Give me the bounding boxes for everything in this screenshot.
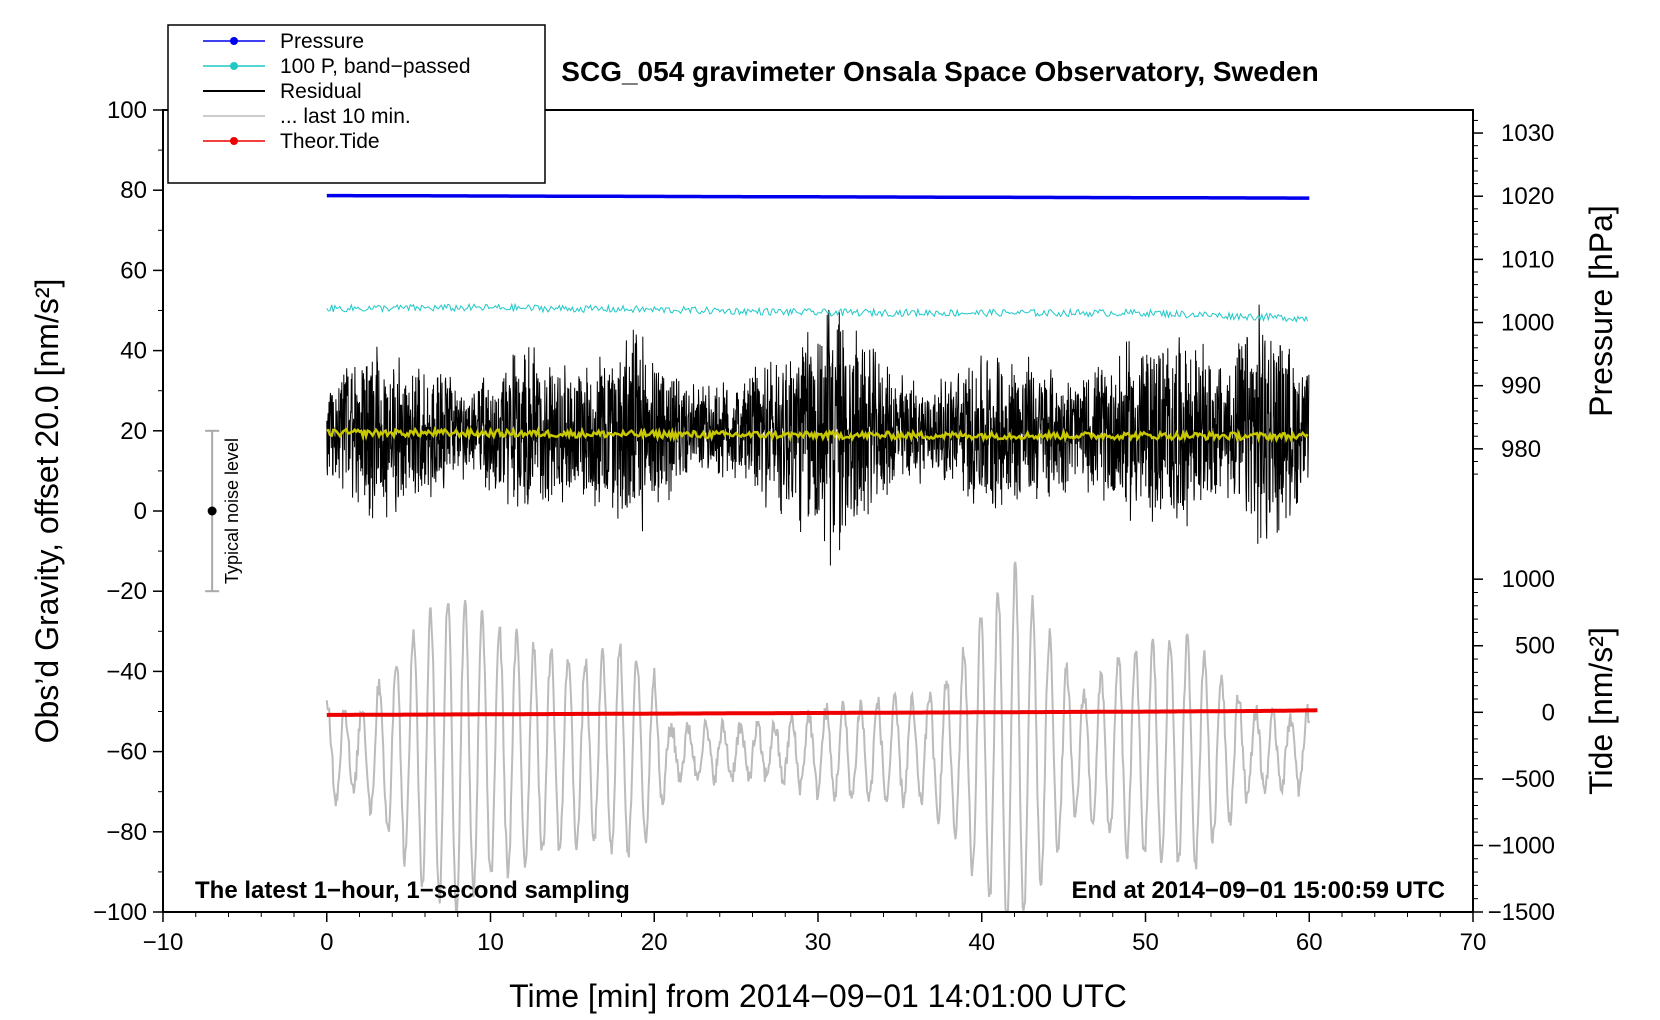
- last-10-min-series-line: [325, 561, 1311, 913]
- x-tick-label: 10: [477, 929, 504, 956]
- x-tick-label: −10: [143, 929, 184, 956]
- x-axis-title: Time [min] from 2014−09−01 14:01:00 UTC: [509, 978, 1127, 1014]
- tide-tick-label: −1000: [1488, 832, 1555, 859]
- chart-title: SCG_054 gravimeter Onsala Space Observat…: [561, 56, 1318, 87]
- pressure-tick-label: 980: [1501, 436, 1541, 463]
- x-tick-label: 20: [641, 929, 668, 956]
- pressure-tick-label: 1000: [1501, 310, 1554, 337]
- y-left-tick-label: −40: [106, 658, 147, 685]
- x-tick-label: 50: [1132, 929, 1159, 956]
- y-left-tick-label: 0: [134, 498, 147, 525]
- pressure-tick-label: 1020: [1501, 183, 1554, 210]
- legend-label: ... last 10 min.: [280, 105, 411, 128]
- residual-smoothed-series-line: [326, 425, 1309, 444]
- legend-swatch-marker: [230, 37, 238, 45]
- tide-tick-label: 500: [1515, 633, 1555, 660]
- legend-swatch-marker: [230, 137, 238, 145]
- tide-tick-label: −1500: [1488, 899, 1555, 926]
- noise-bar: Typical noise level: [205, 429, 242, 593]
- legend-swatch-marker: [230, 62, 238, 70]
- y-left-tick-label: 20: [120, 418, 147, 445]
- legend-label: Residual: [280, 80, 362, 103]
- x-tick-label: 40: [968, 929, 995, 956]
- y-left-tick-label: −20: [106, 578, 147, 605]
- plot-series: [325, 193, 1318, 913]
- note-sampling: The latest 1−hour, 1−second sampling: [195, 877, 630, 904]
- x-tick-label: 60: [1296, 929, 1323, 956]
- y-axis-left-title: Obs’d Gravity, offset 20.0 [nm/s²]: [29, 279, 65, 744]
- y-axis-pressure-title: Pressure [hPa]: [1583, 205, 1619, 417]
- y-left-tick-label: −60: [106, 739, 147, 766]
- axes: −10 0 10 20 30 40 50 60 70100806040200−20−40−60−…: [93, 97, 1555, 956]
- y-left-tick-label: −100: [93, 899, 147, 926]
- y-axis-tide-title: Tide [nm/s²]: [1583, 627, 1619, 795]
- y-left-tick-label: −80: [106, 819, 147, 846]
- y-left-tick-label: 100: [107, 97, 147, 124]
- x-tick-label: 30: [805, 929, 832, 956]
- pressure-tick-label: 1010: [1501, 246, 1554, 273]
- y-left-tick-label: 40: [120, 338, 147, 365]
- x-tick-label: 70: [1460, 929, 1487, 956]
- pressure-tick-label: 1030: [1501, 120, 1554, 147]
- x-tick-label: 0: [320, 929, 333, 956]
- noise-bar-center-dot: [207, 506, 217, 516]
- legend-label: 100 P, band−passed: [280, 55, 471, 78]
- noise-level-label: Typical noise level: [222, 438, 242, 584]
- tide-series-line: [326, 708, 1318, 717]
- legend-label: Pressure: [280, 30, 364, 53]
- tide-tick-label: −500: [1501, 766, 1555, 793]
- band-passed-series-line: [326, 302, 1309, 323]
- tide-tick-label: 0: [1542, 699, 1555, 726]
- y-left-tick-label: 60: [120, 257, 147, 284]
- pressure-series-line: [326, 193, 1310, 200]
- pressure-tick-label: 990: [1501, 373, 1541, 400]
- note-end-time: End at 2014−09−01 15:00:59 UTC: [1071, 877, 1445, 904]
- y-left-tick-label: 80: [120, 177, 147, 204]
- residual-series-line: [326, 304, 1310, 566]
- legend-box: [167, 24, 546, 184]
- legend-label: Theor.Tide: [280, 130, 380, 153]
- tide-tick-label: 1000: [1502, 566, 1555, 593]
